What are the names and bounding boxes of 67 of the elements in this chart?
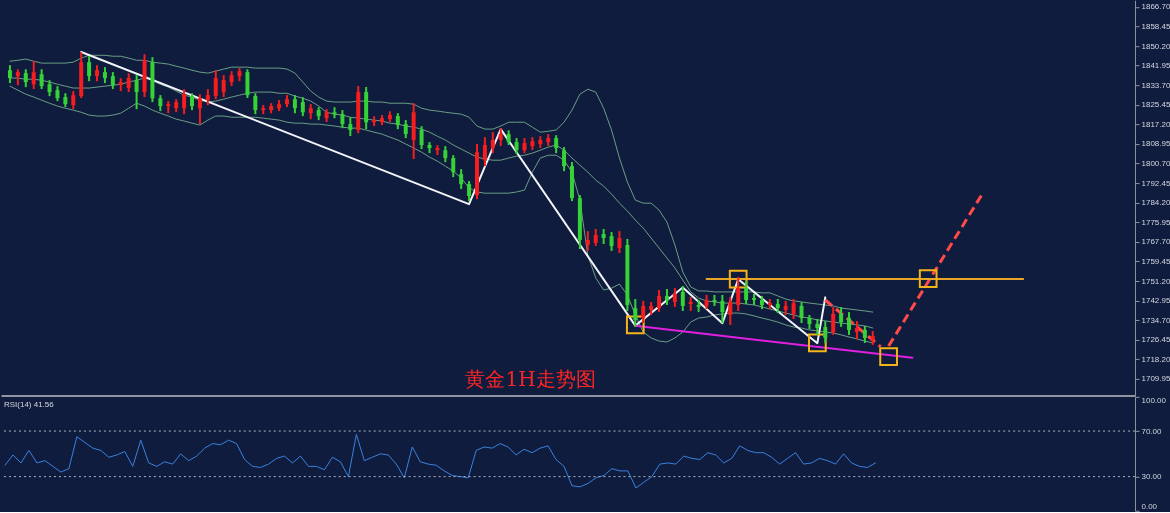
candlestick <box>467 181 472 202</box>
candlestick <box>118 78 123 92</box>
annotation: 黄金1H走势图 <box>465 366 596 391</box>
y-tick-label: 1734.70 <box>1141 315 1170 325</box>
point <box>625 315 645 335</box>
point <box>728 269 748 289</box>
point <box>879 347 898 367</box>
y-tick-label: 1808.95 <box>1141 139 1170 149</box>
y-tick-label: 1825.45 <box>1141 100 1170 110</box>
point <box>808 333 827 353</box>
y-tick-label: 1850.20 <box>1141 41 1170 51</box>
y-tick-label: 1792.45 <box>1141 178 1170 188</box>
y-tick-label: 30.00 <box>1141 472 1163 482</box>
candlestick <box>31 61 36 90</box>
candlestick <box>245 69 250 99</box>
candlestick <box>253 93 258 115</box>
candlestick <box>791 298 796 320</box>
y-tick-label: 1767.70 <box>1141 237 1170 247</box>
y-tick-label: 1751.20 <box>1141 276 1170 286</box>
candlestick <box>752 294 757 306</box>
y-tick-label: 1759.45 <box>1141 256 1170 266</box>
candlestick <box>831 307 836 335</box>
candlestick <box>451 155 456 178</box>
candlestick <box>166 101 171 114</box>
candlestick <box>197 94 202 125</box>
candlestick <box>182 89 187 115</box>
candlestick <box>767 298 772 310</box>
candlestick <box>680 285 685 311</box>
candlestick <box>744 280 749 305</box>
y-tick-label: 1800.70 <box>1141 159 1170 169</box>
y-tick-label: 1726.45 <box>1141 335 1170 345</box>
candlestick <box>657 289 662 312</box>
candlestick <box>712 294 717 306</box>
candlestick <box>490 132 495 154</box>
candlestick <box>823 321 828 343</box>
y-tick-label: 1866.70 <box>1141 2 1170 12</box>
y-tick-label: 1742.95 <box>1141 296 1170 306</box>
candlestick <box>696 299 701 312</box>
candlestick <box>419 126 424 150</box>
y-tick-label: 1784.20 <box>1141 198 1170 208</box>
y-tick-label: 1709.95 <box>1141 374 1170 384</box>
candlestick <box>134 75 139 110</box>
candlestick <box>617 231 622 254</box>
candlestick <box>633 298 638 327</box>
y-tick-label: 1718.20 <box>1141 354 1170 364</box>
candlestick <box>221 75 226 98</box>
candlestick <box>736 276 741 311</box>
candlestick <box>728 297 733 325</box>
candlestick <box>87 56 92 82</box>
candlestick <box>261 105 266 115</box>
y-tick-label: 1841.95 <box>1141 61 1170 71</box>
y-tick-label: 1833.70 <box>1141 80 1170 90</box>
candlestick <box>482 137 487 167</box>
y-tick-label: 1858.45 <box>1141 21 1170 31</box>
candlestick <box>720 294 725 324</box>
chart-title: RSI(14) 41.56 <box>4 399 55 409</box>
y-tick-label: 0.00 <box>1141 502 1158 512</box>
y-tick-label: 1817.20 <box>1141 119 1170 129</box>
y-tick-label: 100.00 <box>1141 396 1167 406</box>
y-tick-label: 1775.95 <box>1141 217 1170 227</box>
candlestick <box>847 312 852 335</box>
candlestick <box>641 300 646 324</box>
candlestick <box>799 302 804 324</box>
y-tick-label: 70.00 <box>1141 426 1163 436</box>
point <box>918 269 938 288</box>
candlestick <box>213 70 218 100</box>
candlestick <box>562 147 567 172</box>
